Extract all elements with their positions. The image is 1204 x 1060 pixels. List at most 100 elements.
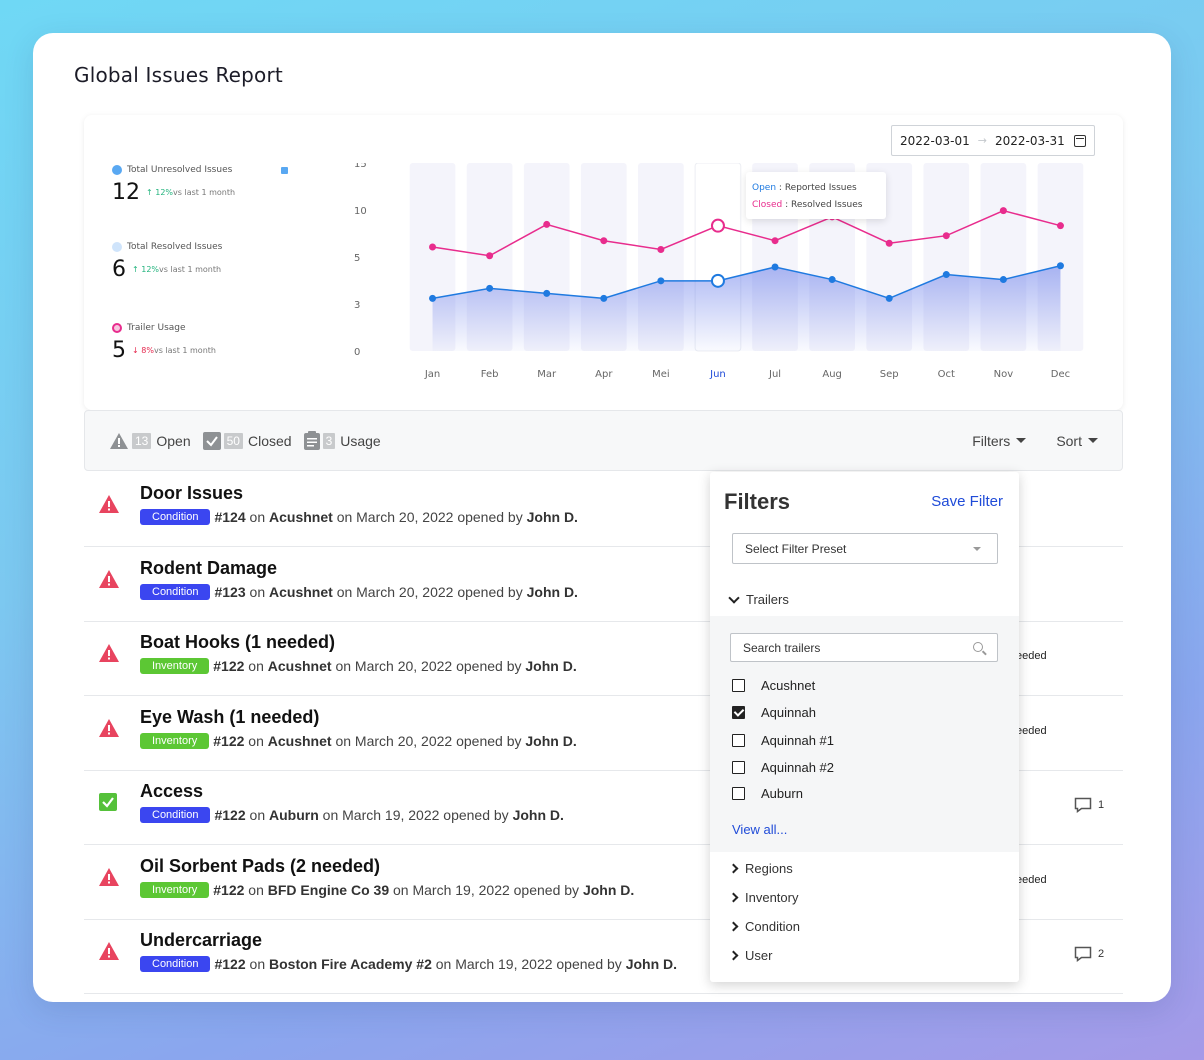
filter-group-toggle[interactable]: Inventory [728,890,798,905]
comments-count[interactable]: 1 [1074,797,1104,813]
stat-label: Trailer Usage [127,323,186,333]
open-filter[interactable]: 13 Open [109,432,191,450]
trailer-checkbox[interactable]: Acushnet [732,678,815,693]
data-point-closed[interactable] [999,207,1007,215]
data-point-open[interactable] [1056,262,1064,270]
warning-icon [99,495,119,513]
filter-group-toggle[interactable]: User [728,948,772,963]
data-point-closed[interactable] [657,245,665,253]
data-point-open[interactable] [429,294,437,302]
search-icon [973,642,983,652]
data-point-closed[interactable] [710,218,725,233]
save-filter-button[interactable]: Save Filter [931,493,1003,510]
filter-preset-select[interactable]: Select Filter Preset [732,533,998,564]
checkbox-icon[interactable] [732,734,745,747]
issue-title[interactable]: Eye Wash (1 needed) [140,706,320,727]
filters-dropdown[interactable]: Filters [972,433,1027,449]
stat-change: ↓ 8%vs last 1 month [132,346,216,355]
open-area [432,265,1061,351]
data-point-open[interactable] [885,294,893,302]
issue-meta: Inventory #122 on Acushnet on March 20, … [140,658,577,674]
issue-user: John D. [525,658,577,674]
issue-right-note: eeded [1016,650,1047,662]
issue-meta: Condition #122 on Auburn on March 19, 20… [140,807,564,823]
issue-title[interactable]: Door Issues [140,483,244,503]
issue-tag[interactable]: Condition [140,807,211,823]
search-trailers-input[interactable]: Search trailers [730,633,998,662]
issue-row[interactable]: Rodent Damage Condition #123 on Acushnet… [84,547,1123,622]
closed-filter[interactable]: 50 Closed [202,431,292,450]
issue-trailer: BFD Engine Co 39 [267,881,390,898]
issue-user: John D. [526,509,578,525]
issue-title[interactable]: Oil Sorbent Pads (2 needed) [140,855,381,876]
chart-options-icon[interactable] [281,167,288,174]
issue-row[interactable]: Door Issues Condition #124 on Acushnet o… [84,472,1123,547]
trailer-checkbox[interactable]: Aquinnah #1 [732,733,834,748]
stat-trailer-usage: Trailer Usage 5 ↓ 8%vs last 1 month [112,323,216,363]
date-end[interactable]: 2022-03-31 [994,133,1065,148]
comments-count[interactable]: 2 [1074,946,1104,962]
resolved-icon [112,242,122,252]
issue-row[interactable]: Eye Wash (1 needed) Inventory #122 on Ac… [84,696,1123,771]
data-point-open[interactable] [999,276,1007,284]
data-point-open[interactable] [771,263,779,271]
issues-line-chart[interactable]: 0 3 5 10 15 Jan Feb Mar Apr Mei Jun Jul Aug Sep Oct Nov… [354,163,1104,393]
checkbox-icon[interactable] [732,706,745,719]
date-start[interactable]: 2022-03-01 [900,133,970,148]
issue-title[interactable]: Boat Hooks (1 needed) [140,632,336,652]
data-point-closed[interactable] [942,232,950,240]
trailers-group-toggle[interactable]: Trailers [728,591,789,607]
sort-dropdown[interactable]: Sort [1056,433,1098,449]
data-point-closed[interactable] [486,252,494,260]
issue-tag[interactable]: Inventory [140,732,210,749]
data-point-open[interactable] [600,294,608,302]
data-point-closed[interactable] [429,243,437,251]
x-tick-label: Mar [537,369,557,380]
issue-tag[interactable]: Condition [140,956,211,972]
calendar-icon[interactable] [1074,134,1086,147]
data-point-open[interactable] [657,277,665,285]
checkbox-icon[interactable] [732,761,745,774]
issue-title[interactable]: Rodent Damage [140,557,278,578]
trailer-checkbox[interactable]: Auburn [732,786,803,801]
issue-row[interactable]: Oil Sorbent Pads (2 needed) Inventory #1… [84,845,1123,920]
issue-title[interactable]: Undercarriage [140,930,263,950]
issue-title[interactable]: Access [140,781,204,801]
data-point-closed[interactable] [543,220,551,228]
clipboard-icon [303,431,320,450]
issue-row[interactable]: Access Condition #122 on Auburn on March… [84,770,1123,845]
data-point-open[interactable] [486,284,494,292]
data-point-closed[interactable] [1056,222,1064,230]
date-range-picker[interactable]: 2022-03-01 → 2022-03-31 [891,125,1095,156]
warning-icon [99,644,119,662]
checkbox-icon[interactable] [732,679,745,692]
issue-tag[interactable]: Inventory [140,881,210,898]
issue-row[interactable]: Boat Hooks (1 needed) Inventory #122 on … [84,621,1123,696]
data-point-closed[interactable] [885,239,893,247]
data-point-open[interactable] [543,289,551,297]
filter-group-toggle[interactable]: Condition [728,919,800,934]
data-point-open[interactable] [828,276,836,284]
chevron-down-icon [728,591,740,604]
issue-tag[interactable]: Condition [140,509,211,525]
filter-group-toggle[interactable]: Regions [728,861,793,876]
stat-value: 12 [112,180,140,205]
checkbox-icon[interactable] [732,787,745,800]
trailers-group-body: Search trailers Acushnet Aquinnah Aquinnah… [710,616,1019,852]
data-point-closed[interactable] [600,237,608,245]
data-point-open[interactable] [942,271,950,279]
issue-tag[interactable]: Condition [140,583,211,600]
data-point-open[interactable] [710,273,725,288]
usage-filter[interactable]: 3 Usage [303,431,381,450]
warning-icon [99,867,119,886]
view-all-link[interactable]: View all... [732,822,788,837]
data-point-closed[interactable] [771,237,779,245]
trailer-checkbox[interactable]: Aquinnah #2 [732,760,834,775]
issue-row[interactable]: Undercarriage Condition #122 on Boston F… [84,919,1123,994]
stat-change: ↑ 12%vs last 1 month [146,188,236,197]
x-tick-label: Oct [938,369,955,380]
filters-title: Filters [724,489,791,514]
issue-tag[interactable]: Inventory [140,658,210,674]
trailer-checkbox[interactable]: Aquinnah [732,705,816,720]
issue-meta: Condition #124 on Acushnet on March 20, … [140,509,578,525]
